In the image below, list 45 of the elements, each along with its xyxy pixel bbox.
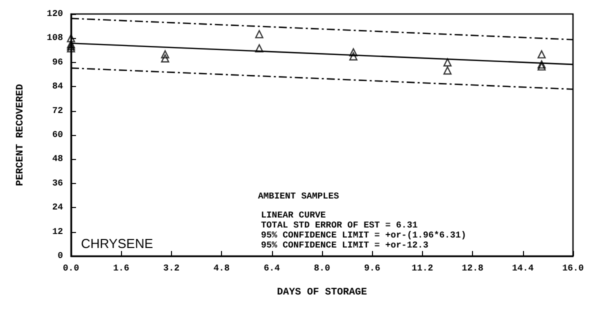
x-tick-label: 9.6 (364, 264, 380, 274)
point (66, 34, 76, 42)
y-tick-label: 0 (58, 251, 63, 261)
point (66, 42, 76, 50)
point (255, 44, 264, 52)
annotation: AMBIENT SAMPLES (258, 192, 340, 202)
point (443, 58, 452, 66)
x-axis-title: DAYS OF STORAGE (276, 288, 368, 298)
x-tick-label: 14.4 (512, 264, 534, 274)
y-tick-label: 84 (52, 82, 64, 92)
x-tick-label: 11.2 (412, 264, 434, 274)
point (66, 44, 76, 52)
point (161, 50, 170, 58)
x-tick-label: 16.0 (562, 264, 584, 274)
x-tick-label: 1.6 (113, 264, 130, 274)
point (538, 62, 546, 71)
y-tick-label: 48 (52, 154, 63, 164)
point (443, 66, 452, 75)
x-tick-label: 0.0 (62, 264, 80, 274)
y-tick-label: 120 (46, 9, 63, 19)
y-tick-label: 60 (52, 130, 63, 140)
x-tick-label: 4.8 (214, 264, 230, 274)
point (66, 40, 76, 48)
y-axis-title: PERCENT RECOVERED (16, 84, 26, 186)
y-tick-label: 108 (46, 33, 63, 44)
point (349, 52, 358, 60)
annotation: TOTAL STD ERROR OF EST = 6.31 (261, 220, 418, 230)
y-tick-label: 72 (52, 106, 63, 116)
annotation: CHRYSENE (81, 236, 154, 251)
x-tick-label: 6.4 (264, 264, 280, 274)
point (538, 60, 546, 69)
point (349, 48, 358, 56)
annotation: LINEAR CURVE (261, 210, 326, 220)
y-tick-label: 12 (52, 226, 63, 237)
point (161, 54, 170, 62)
x-tick-label: 3.2 (163, 264, 180, 274)
x-tick-label: 12.8 (462, 264, 484, 274)
point (538, 50, 546, 58)
y-tick-label: 24 (52, 202, 64, 213)
annotation: 95% CONFIDENCE LIMIT = +or-(1.96*6.31) (261, 230, 466, 240)
y-tick-label: 96 (52, 57, 63, 68)
x-tick-label: 8.0 (314, 264, 330, 274)
y-tick-label: 36 (52, 178, 63, 188)
point (255, 30, 264, 38)
annotation: 95% CONFIDENCE LIMIT = +or-12.3 (261, 240, 428, 250)
